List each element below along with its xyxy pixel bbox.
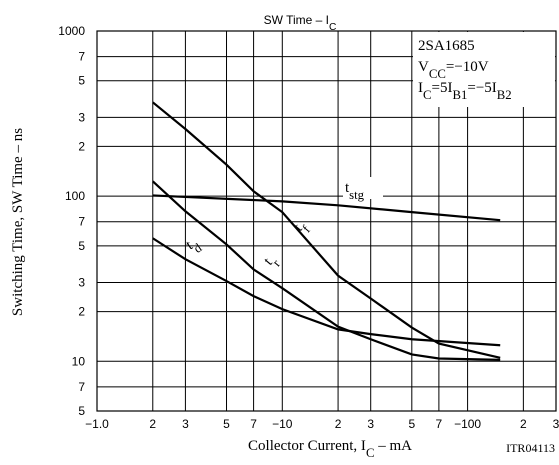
x-tick-label: 3 bbox=[553, 417, 559, 431]
x-tick-label: 7 bbox=[250, 417, 257, 431]
y-tick-label: 5 bbox=[78, 404, 85, 418]
subscript: C bbox=[366, 446, 375, 460]
curve bbox=[152, 101, 501, 359]
y-tick-label: 3 bbox=[78, 110, 85, 124]
subscript: B2 bbox=[497, 88, 512, 102]
curve-label: tstg bbox=[345, 180, 365, 202]
y-tick-label: 7 bbox=[78, 215, 85, 229]
x-axis-title: Collector Current, IC – mA bbox=[248, 438, 412, 460]
text-part: 2SA1685 bbox=[418, 38, 475, 54]
curve bbox=[152, 237, 501, 347]
x-tick-label: −1.0 bbox=[85, 417, 109, 431]
y-tick-label: 5 bbox=[78, 74, 85, 88]
x-tick-label: 3 bbox=[367, 417, 374, 431]
subscript: stg bbox=[349, 188, 365, 202]
text-part: I bbox=[418, 80, 423, 96]
x-tick-label: 5 bbox=[223, 417, 230, 431]
text-part: =−10V bbox=[446, 59, 489, 75]
curve bbox=[152, 180, 501, 361]
y-axis-title: Switching Time, SW Time – ns bbox=[10, 128, 26, 316]
info-line: VCC=−10V bbox=[418, 59, 489, 81]
code-label: ITR04113 bbox=[506, 441, 555, 455]
x-tick-label: 3 bbox=[182, 417, 189, 431]
subscript: C bbox=[329, 22, 336, 33]
y-tick-label: 2 bbox=[78, 139, 85, 153]
y-tick-label: 1000 bbox=[58, 24, 85, 38]
y-tick-label: 100 bbox=[65, 189, 85, 203]
info-line: 2SA1685 bbox=[418, 38, 475, 54]
text-part: Collector Current, I bbox=[248, 438, 366, 454]
info-box-bg bbox=[413, 32, 555, 107]
subscript: C bbox=[423, 88, 432, 102]
label-bg bbox=[343, 177, 383, 199]
x-tick-label: 2 bbox=[520, 417, 527, 431]
x-tick-label: 2 bbox=[335, 417, 342, 431]
text-part: V bbox=[418, 59, 429, 75]
y-tick-label: 7 bbox=[78, 50, 85, 64]
x-tick-label: 5 bbox=[408, 417, 415, 431]
curve bbox=[152, 194, 501, 222]
curve-label: tr bbox=[261, 251, 284, 272]
subscript: B1 bbox=[452, 88, 467, 102]
x-tick-label: −100 bbox=[454, 417, 481, 431]
subscript: CC bbox=[429, 67, 446, 81]
text-part: =−5I bbox=[467, 80, 496, 96]
y-tick-label: 7 bbox=[78, 380, 85, 394]
subscript: d bbox=[191, 240, 205, 255]
y-tick-label: 3 bbox=[78, 275, 85, 289]
text-part: – mA bbox=[374, 438, 412, 454]
text-part: t bbox=[345, 180, 350, 196]
y-tick-label: 2 bbox=[78, 305, 85, 319]
x-tick-label: 2 bbox=[149, 417, 156, 431]
text-part: =5I bbox=[432, 80, 453, 96]
text-part: SW Time – I bbox=[264, 13, 329, 27]
info-line: IC=5IB1=−5IB2 bbox=[418, 80, 512, 102]
y-tick-label: 10 bbox=[72, 354, 86, 368]
chart-title: SW Time – IC bbox=[264, 13, 337, 33]
plot-frame bbox=[96, 30, 557, 412]
y-tick-label: 5 bbox=[78, 239, 85, 253]
x-tick-label: −10 bbox=[272, 417, 293, 431]
x-tick-label: 7 bbox=[436, 417, 443, 431]
